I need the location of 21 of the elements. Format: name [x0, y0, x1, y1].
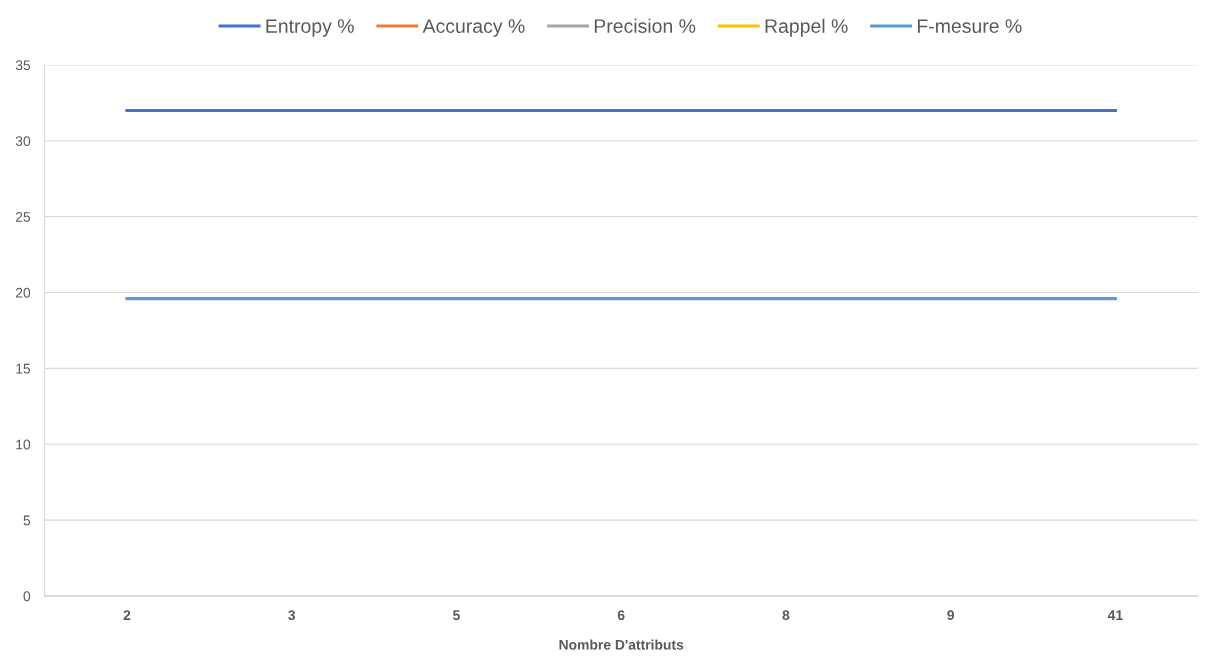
y-tick-label: 0 [23, 591, 31, 602]
x-tick-label: 6 [617, 610, 625, 621]
y-tick-label: 25 [15, 212, 31, 222]
legend-label: Precision % [594, 18, 696, 33]
x-tick-label: 3 [288, 610, 296, 621]
y-tick-label: 30 [15, 136, 31, 146]
y-tick-label: 10 [16, 439, 31, 450]
legend-label: F-mesure % [917, 19, 1022, 33]
legend-label: Accuracy % [422, 19, 525, 37]
y-tick-label: 35 [15, 60, 31, 71]
y-tick-label: 20 [15, 287, 31, 298]
y-tick-label: 5 [23, 515, 31, 526]
x-tick-label: 5 [453, 610, 460, 621]
x-tick-label: 8 [782, 610, 790, 621]
y-tick-label: 15 [16, 363, 31, 374]
x-tick-label: 41 [1107, 610, 1123, 620]
x-tick-label: 2 [123, 610, 131, 620]
legend-label: Rappel % [765, 18, 848, 37]
x-axis-title: Nombre D'attributs [559, 639, 684, 650]
x-tick-label: 9 [947, 610, 955, 621]
legend-label: Entropy % [266, 19, 354, 37]
